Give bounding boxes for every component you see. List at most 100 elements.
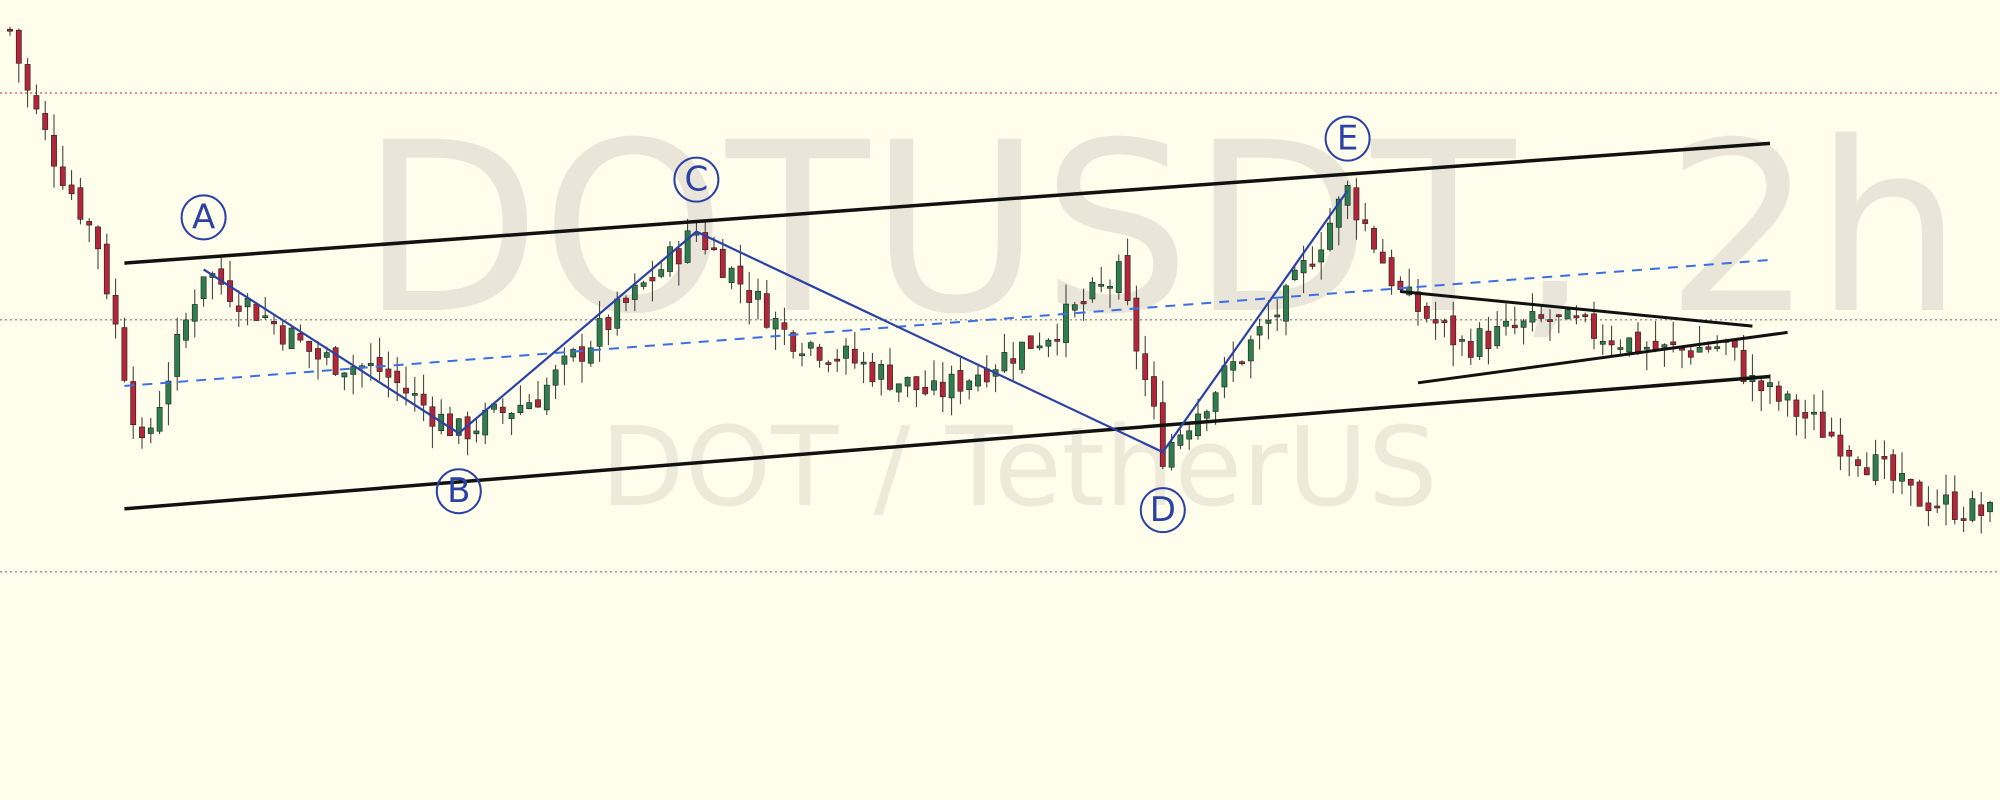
- candle-body: [1969, 498, 1976, 521]
- candle: [1529, 293, 1536, 332]
- candle-body: [51, 134, 57, 167]
- candle-body: [1643, 346, 1650, 350]
- candle-body: [843, 345, 849, 359]
- candle-body: [887, 364, 893, 390]
- candle: [1934, 489, 1941, 513]
- candle: [183, 312, 189, 349]
- wave-zigzag[interactable]: [203, 190, 1349, 454]
- candle: [948, 365, 955, 416]
- candle-body: [1626, 337, 1633, 353]
- candle: [1863, 452, 1870, 476]
- candle: [33, 84, 40, 115]
- candle: [825, 360, 832, 373]
- candle-body: [183, 319, 189, 341]
- candle: [103, 233, 110, 300]
- candle-body: [772, 317, 779, 330]
- candle: [367, 343, 374, 381]
- candle: [288, 324, 295, 350]
- candle-body: [1855, 459, 1861, 466]
- candle: [315, 341, 321, 380]
- candle: [235, 290, 242, 327]
- candle-body: [1291, 269, 1298, 281]
- candle-body: [966, 380, 973, 390]
- candle-body: [1740, 349, 1747, 382]
- candle-body: [473, 430, 480, 435]
- candle: [1828, 417, 1835, 438]
- candle-body: [1687, 350, 1694, 358]
- candle: [605, 314, 612, 346]
- candle: [156, 390, 163, 435]
- candle-body: [262, 315, 269, 319]
- candle-body: [156, 407, 163, 432]
- candle-body: [1318, 249, 1325, 263]
- candle-body: [147, 427, 154, 434]
- candle-body: [1362, 219, 1369, 224]
- candle: [200, 276, 207, 307]
- candle-body: [587, 347, 594, 364]
- candle-body: [1467, 341, 1474, 358]
- candle-body: [1283, 285, 1289, 322]
- candle-body: [1635, 331, 1641, 352]
- horizontal-levels: [0, 92, 2000, 573]
- candle: [781, 307, 788, 345]
- candle-body: [1089, 281, 1096, 300]
- candle: [227, 260, 233, 308]
- candle: [130, 366, 137, 440]
- candle-body: [526, 402, 533, 409]
- candle-body: [1133, 297, 1140, 352]
- candle-body: [878, 364, 885, 380]
- candle: [684, 218, 691, 264]
- candle: [1538, 304, 1545, 323]
- candle-body: [394, 370, 401, 384]
- triangle-lower-line: [1417, 330, 1788, 385]
- candle: [1071, 301, 1078, 318]
- candle-body: [130, 381, 137, 426]
- candle-body: [1591, 313, 1597, 339]
- candle: [1423, 302, 1430, 323]
- candle-body: [306, 340, 313, 352]
- candle-body: [103, 243, 110, 295]
- channel-lines[interactable]: [124, 141, 1771, 511]
- candle-body: [1168, 441, 1175, 468]
- candle: [939, 362, 946, 413]
- candle-body: [1107, 286, 1113, 289]
- candle-body: [1335, 198, 1342, 228]
- candle: [1098, 266, 1105, 293]
- candle: [561, 347, 568, 386]
- candle: [1811, 394, 1817, 431]
- candle-body: [1758, 380, 1765, 392]
- candle: [306, 340, 313, 369]
- candle-body: [1608, 340, 1615, 346]
- candle-body: [957, 370, 964, 392]
- candle-body: [1599, 340, 1606, 345]
- candle: [1969, 490, 1976, 523]
- channel-midline: [124, 258, 1771, 387]
- candle-body: [1767, 382, 1773, 388]
- candle: [1511, 306, 1518, 335]
- triangle-lines[interactable]: [1400, 289, 1788, 385]
- candle-body: [1459, 339, 1465, 342]
- watermark-subtitle: DOT / TetherUS: [600, 403, 1438, 531]
- candle-body: [684, 230, 691, 263]
- candle: [887, 348, 893, 391]
- candle: [957, 357, 964, 405]
- candle-body: [623, 297, 629, 303]
- candle-body: [508, 413, 515, 419]
- candle-body: [77, 187, 84, 220]
- candle: [913, 376, 920, 408]
- candle-body: [1863, 467, 1870, 476]
- candle: [675, 240, 682, 286]
- candle-body: [1476, 328, 1483, 357]
- candle: [15, 28, 22, 83]
- candle-body: [1309, 263, 1316, 267]
- candle-body: [1564, 309, 1571, 320]
- wave-labels: A B C D E: [180, 115, 1371, 534]
- candle: [1907, 478, 1914, 506]
- candle-body: [1327, 222, 1333, 250]
- candle-body: [640, 282, 647, 287]
- candle-body: [139, 426, 145, 439]
- candle-body: [1432, 319, 1439, 324]
- candle-body: [1203, 411, 1210, 419]
- candle: [1019, 341, 1025, 374]
